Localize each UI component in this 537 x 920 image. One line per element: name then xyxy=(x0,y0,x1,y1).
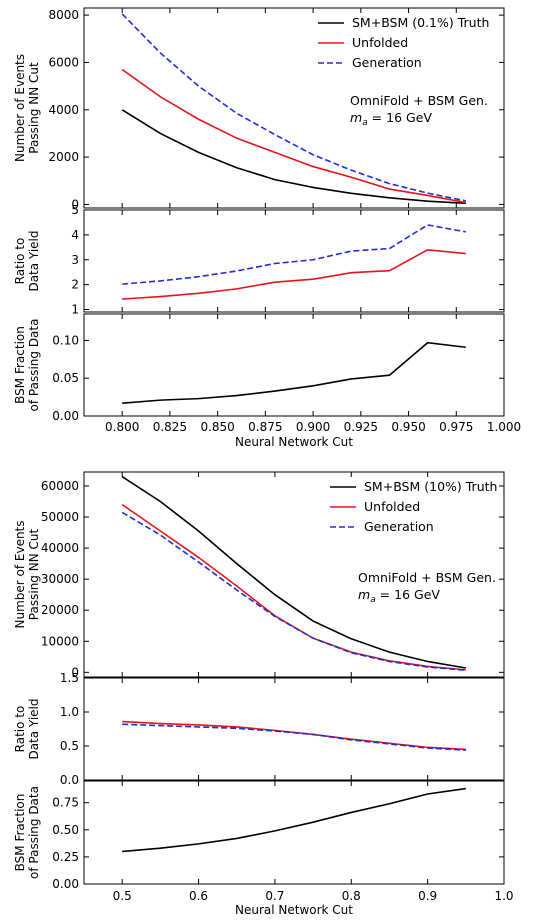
y-axis-label: Passing NN Cut xyxy=(27,529,41,621)
x-tick-label: 0.950 xyxy=(391,420,425,434)
chart-2: 0 10000 20000 30000 40000 50000 60000 Number of… xyxy=(13,471,514,917)
y-tick-label: 0.50 xyxy=(52,823,79,837)
chart-2-panel-3: 0.00 0.25 0.50 0.75 BSM Fraction of Passing D… xyxy=(13,780,514,917)
series-line-1 xyxy=(122,720,466,751)
panel-frame xyxy=(83,677,505,781)
series-line-1 xyxy=(122,341,466,404)
y-tick-label: 40000 xyxy=(41,541,79,555)
annotation-subscript: a xyxy=(370,595,376,605)
chart-1-panel-1: 0 2000 4000 6000 8000 Number of Events Passing… xyxy=(13,7,505,211)
panel-frame xyxy=(83,209,505,313)
annotation-symbol: m xyxy=(358,587,370,602)
x-tick-label: 0.6 xyxy=(189,889,208,903)
y-tick-label: 0.05 xyxy=(52,371,79,385)
y-tick-label: 1.5 xyxy=(60,671,79,685)
x-tick-label: 0.800 xyxy=(105,420,139,434)
y-tick-label: 1 xyxy=(71,303,79,317)
legend-entry: SM+BSM (0.1%) Truth xyxy=(352,15,489,30)
chart-1-panel-3: 0.00 0.05 0.10 BSM Fraction of Passing Data 0… xyxy=(13,313,521,449)
y-axis-label: BSM Fraction xyxy=(13,326,27,404)
y-axis-label: Number of Events xyxy=(13,520,27,628)
x-tick-label: 0.900 xyxy=(296,420,330,434)
y-tick-label: 30000 xyxy=(41,572,79,586)
x-tick-label: 0.875 xyxy=(248,420,282,434)
chart-1: 0 2000 4000 6000 8000 Number of Events Passing… xyxy=(13,7,521,449)
y-tick-label: 0.75 xyxy=(52,796,79,810)
y-axis-label: Passing NN Cut xyxy=(27,62,41,154)
y-axis-label: of Passing Data xyxy=(27,319,41,412)
y-axis-label: Data Yield xyxy=(27,698,41,759)
x-tick-label: 0.975 xyxy=(439,420,473,434)
y-axis-label: Data Yield xyxy=(27,230,41,291)
chart-1-panel-2: 1 2 3 4 5 Ratio to Data Yield xyxy=(13,203,505,317)
series-line-1 xyxy=(121,475,466,669)
annotation-value: = 16 GeV xyxy=(376,587,441,602)
y-tick-label: 0.25 xyxy=(52,850,79,864)
series-line-3 xyxy=(121,13,466,202)
panel-frame xyxy=(83,313,505,417)
y-tick-label: 5 xyxy=(71,203,79,217)
y-axis-label: BSM Fraction xyxy=(13,794,27,872)
x-tick-label: 0.9 xyxy=(418,889,437,903)
legend-entry: Generation xyxy=(352,55,422,70)
y-tick-label: 0.00 xyxy=(52,409,79,423)
y-tick-label: 0 xyxy=(71,197,79,211)
series-line-3 xyxy=(121,511,466,671)
annotation-line-1: OmniFold + BSM Gen. xyxy=(358,570,496,585)
series-line-1 xyxy=(121,109,466,205)
legend-entry: Generation xyxy=(364,519,434,534)
series-line-2 xyxy=(121,68,466,204)
x-tick-label: 0.7 xyxy=(265,889,284,903)
x-tick-label: 1.0 xyxy=(494,889,513,903)
chart-2-panel-2: 0.0 0.5 1.0 1.5 Ratio to Data Yield xyxy=(13,671,505,787)
series-line-2 xyxy=(122,723,466,751)
x-axis-label: Neural Network Cut xyxy=(235,435,353,449)
panel-frame xyxy=(83,780,505,885)
y-tick-label: 4 xyxy=(71,228,79,242)
y-tick-label: 2000 xyxy=(48,150,79,164)
y-tick-label: 10000 xyxy=(41,634,79,648)
y-tick-label: 20000 xyxy=(41,603,79,617)
y-tick-label: 0.00 xyxy=(52,877,79,891)
y-tick-label: 6000 xyxy=(48,55,79,69)
series-line-2 xyxy=(122,224,466,285)
x-tick-label: 0.8 xyxy=(342,889,361,903)
legend-entry: Unfolded xyxy=(364,499,420,514)
y-tick-label: 2 xyxy=(71,278,79,292)
y-tick-label: 3 xyxy=(71,253,79,267)
panel-frame xyxy=(83,471,505,678)
x-tick-label: 0.850 xyxy=(200,420,234,434)
x-tick-label: 0.925 xyxy=(344,420,378,434)
x-tick-label: 0.5 xyxy=(113,889,132,903)
series-line-1 xyxy=(122,248,466,300)
legend-entry: SM+BSM (10%) Truth xyxy=(364,479,497,494)
annotation-line-2: ma = 16 GeV xyxy=(350,110,432,128)
y-tick-label: 8000 xyxy=(48,8,79,22)
y-axis-label: Ratio to xyxy=(13,238,27,285)
x-tick-label: 1.000 xyxy=(487,420,521,434)
y-tick-label: 0.10 xyxy=(52,333,79,347)
y-tick-label: 1.0 xyxy=(60,705,79,719)
chart-2-panel-1: 0 10000 20000 30000 40000 50000 60000 Number of… xyxy=(13,471,505,679)
annotation-line-2: ma = 16 GeV xyxy=(358,587,440,605)
x-tick-label: 0.825 xyxy=(153,420,187,434)
y-tick-label: 50000 xyxy=(41,510,79,524)
panel-frame xyxy=(83,7,505,209)
y-axis-label: Ratio to xyxy=(13,706,27,753)
annotation-line-1: OmniFold + BSM Gen. xyxy=(350,93,488,108)
y-tick-label: 4000 xyxy=(48,103,79,117)
y-tick-label: 60000 xyxy=(41,479,79,493)
legend-entry: Unfolded xyxy=(352,35,408,50)
series-line-1 xyxy=(122,787,466,853)
y-axis-label: of Passing Data xyxy=(27,786,41,879)
y-tick-label: 0 xyxy=(71,665,79,679)
annotation-value: = 16 GeV xyxy=(368,110,433,125)
y-tick-label: 0.0 xyxy=(60,773,79,787)
annotation-symbol: m xyxy=(350,110,362,125)
annotation-subscript: a xyxy=(362,118,368,128)
x-axis-label: Neural Network Cut xyxy=(235,903,353,917)
y-axis-label: Number of Events xyxy=(13,54,27,162)
y-tick-label: 0.5 xyxy=(60,739,79,753)
